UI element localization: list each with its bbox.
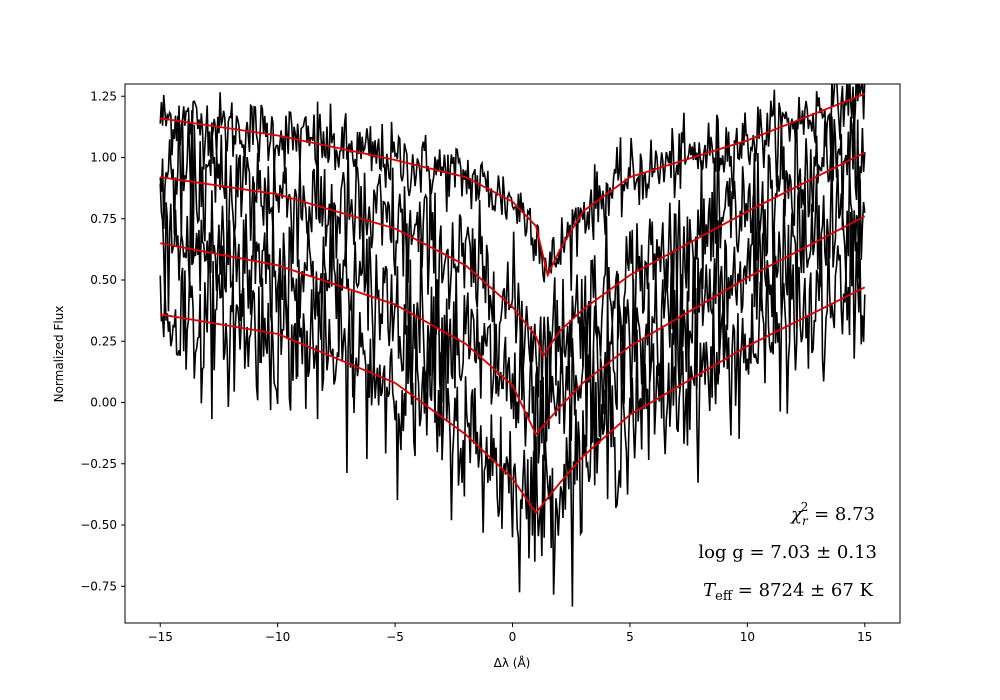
model-fit-3: [160, 215, 866, 436]
annotation-logg: log g = 7.03 ± 0.13: [698, 542, 877, 563]
chi2-subscript: r: [802, 514, 809, 528]
svg-text:χr2 = 8.73: χr2 = 8.73: [789, 500, 875, 528]
y-tick-label: −0.25: [80, 457, 117, 471]
y-tick-label: −0.50: [80, 518, 117, 532]
y-tick-label: 0.75: [90, 212, 117, 226]
y-axis-label: Normalized Flux: [52, 306, 66, 403]
plot-area: [159, 84, 866, 607]
chi2-value: = 8.73: [808, 504, 875, 525]
x-tick-label: 10: [740, 630, 755, 644]
teff-symbol: T: [703, 580, 717, 601]
model-fit-2: [160, 151, 866, 358]
y-axis-ticks: −0.75 −0.50 −0.25 0.00 0.25 0.50 0.75 1.00 1.25: [80, 89, 125, 593]
observed-spectrum-4: [159, 211, 866, 607]
annotation-chi2: χr2 = 8.73: [789, 500, 875, 528]
x-tick-label: 15: [857, 630, 872, 644]
y-tick-label: 0.50: [90, 273, 117, 287]
chi2-symbol: χ: [789, 504, 803, 525]
x-tick-label: 5: [626, 630, 634, 644]
x-tick-label: −5: [386, 630, 404, 644]
y-tick-label: −0.75: [80, 579, 117, 593]
x-axis-ticks: −15 −10 −5 0 5 10 15: [148, 623, 872, 644]
y-tick-label: 1.00: [90, 151, 117, 165]
y-tick-label: 1.25: [90, 89, 117, 103]
observed-spectrum-3: [159, 149, 866, 503]
teff-value: = 8724 ± 67 K: [732, 580, 873, 601]
chi2-superscript: 2: [801, 500, 809, 514]
series-layer: [159, 84, 866, 607]
model-fit-4: [160, 286, 866, 515]
x-axis-label: Δλ (Å): [494, 655, 531, 670]
x-tick-label: −10: [265, 630, 290, 644]
model-fit-1: [160, 92, 866, 278]
y-tick-label: 0.00: [90, 396, 117, 410]
observed-spectrum-1: [159, 84, 866, 291]
x-tick-label: 0: [509, 630, 517, 644]
y-tick-label: 0.25: [90, 334, 117, 348]
svg-text:Teff = 8724 ± 67 K: Teff = 8724 ± 67 K: [703, 580, 873, 604]
teff-subscript: eff: [715, 589, 734, 604]
annotation-teff: Teff = 8724 ± 67 K: [703, 580, 873, 604]
x-tick-label: −15: [148, 630, 173, 644]
